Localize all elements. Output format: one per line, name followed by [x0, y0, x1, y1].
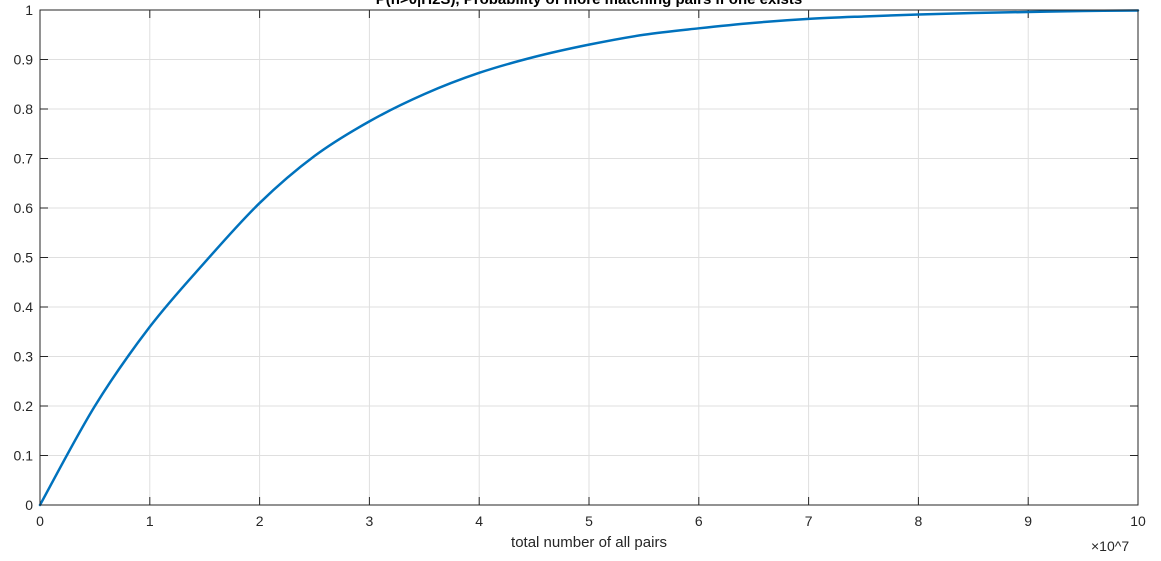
x-tick-label: 5	[585, 513, 593, 529]
x-tick-label: 2	[256, 513, 264, 529]
y-tick-label: 0.7	[14, 151, 34, 167]
y-tick-label: 0.5	[14, 250, 34, 266]
y-tick-label: 1	[25, 2, 33, 18]
y-tick-label: 0	[25, 497, 33, 513]
x-tick-label: 8	[915, 513, 923, 529]
series-line	[38, 9, 1140, 507]
y-tick-label: 0.6	[14, 200, 34, 216]
x-tick-label: 6	[695, 513, 703, 529]
x-tick-label: 4	[475, 513, 483, 529]
x-axis-exponent-label: ×10^7	[1091, 538, 1129, 554]
y-tick-label: 0.4	[14, 299, 34, 315]
x-tick-label: 3	[366, 513, 374, 529]
y-tick-label: 0.9	[14, 52, 34, 68]
x-axis-title: total number of all pairs	[511, 534, 667, 551]
x-tick-label: 0	[36, 513, 44, 529]
y-tick-label: 0.2	[14, 398, 34, 414]
plot-frame	[39, 9, 1139, 506]
y-tick-label: 0.8	[14, 101, 34, 117]
series-layer	[38, 9, 1140, 507]
x-tick-label: 9	[1024, 513, 1032, 529]
grid-lines	[40, 10, 1138, 505]
x-tick-label: 1	[146, 513, 154, 529]
y-tick-label: 0.1	[14, 448, 34, 464]
chart-title: P(n>0|H2S), Probability of more matching…	[376, 0, 802, 8]
y-tick-labels: 0 0.1 0.2 0.3 0.4 0.5 0.6 0.7 0.8 0.9 1	[14, 2, 34, 513]
x-tick-label: 10	[1130, 513, 1146, 529]
x-tick-labels: 0 1 2 3 4 5 6 7 8 9 10	[36, 513, 1146, 529]
y-tick-label: 0.3	[14, 349, 34, 365]
x-tick-label: 7	[805, 513, 813, 529]
